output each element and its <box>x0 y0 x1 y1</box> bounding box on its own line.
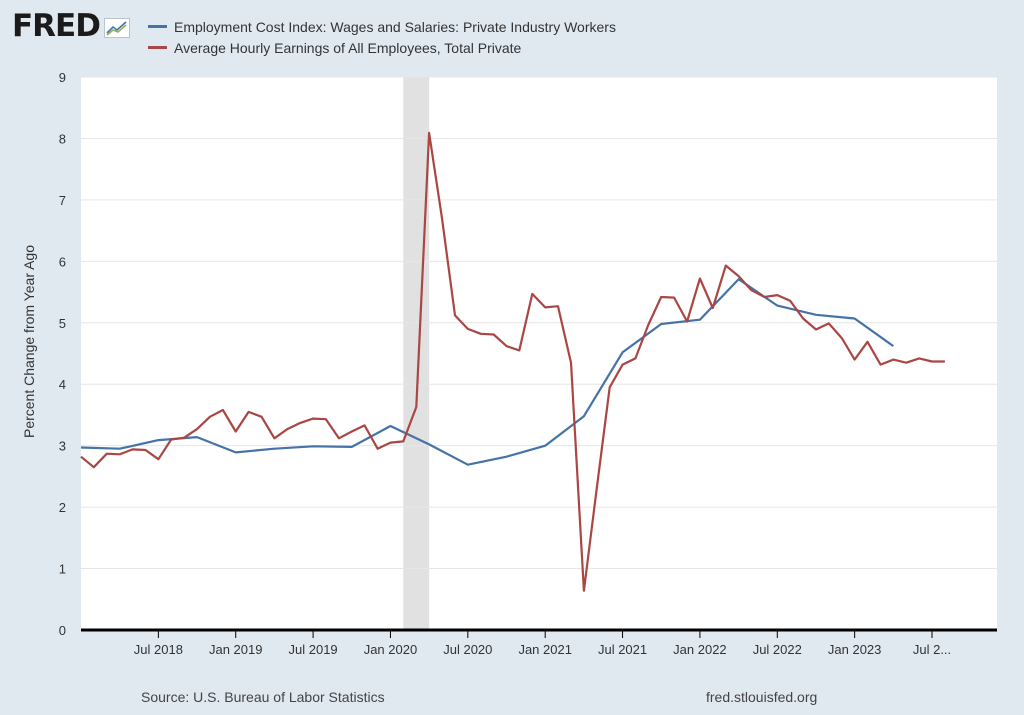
x-tick-label-8: Jul 2022 <box>753 642 802 657</box>
x-tick-label-10: Jul 2... <box>913 642 951 657</box>
legend-label-eci: Employment Cost Index: Wages and Salarie… <box>174 18 616 35</box>
x-tick-label-9: Jan 2023 <box>828 642 882 657</box>
series-line-ahe <box>80 131 945 592</box>
y-tick-label-4: 4 <box>59 377 66 392</box>
logo-text: FRED <box>12 8 101 44</box>
recession-shading-layer <box>403 77 430 630</box>
axes: 0 1 2 3 4 5 6 7 8 9 Jul 2018 Jan 2019 Jul 2019 Jan 20… <box>59 70 997 657</box>
x-tick-label-2: Jul 2019 <box>289 642 338 657</box>
y-tick-label-1: 1 <box>59 562 66 577</box>
source-text: Source: U.S. Bureau of Labor Statistics <box>141 689 385 705</box>
x-tick-label-6: Jul 2021 <box>598 642 647 657</box>
plot-area <box>81 77 997 630</box>
y-tick-label-0: 0 <box>59 623 66 638</box>
legend-item-eci[interactable]: Employment Cost Index: Wages and Salarie… <box>148 16 616 37</box>
y-tick-label-2: 2 <box>59 500 66 515</box>
y-axis-label: Percent Change from Year Ago <box>21 245 37 438</box>
x-tick-label-3: Jan 2020 <box>364 642 418 657</box>
fred-logo[interactable]: FRED <box>12 8 130 44</box>
y-tick-label-8: 8 <box>59 131 66 146</box>
x-tick-label-4: Jul 2020 <box>443 642 492 657</box>
chart-line-icon <box>103 18 130 43</box>
site-link[interactable]: fred.stlouisfed.org <box>706 689 818 705</box>
legend-swatch-eci <box>148 25 167 28</box>
legend-label-ahe: Average Hourly Earnings of All Employees… <box>174 39 522 56</box>
y-tick-label-3: 3 <box>59 439 66 454</box>
legend-item-ahe[interactable]: Average Hourly Earnings of All Employees… <box>148 37 616 58</box>
y-tick-label-9: 9 <box>59 70 66 85</box>
recession-band <box>403 77 430 630</box>
x-tick-label-5: Jan 2021 <box>518 642 572 657</box>
y-tick-label-7: 7 <box>59 193 66 208</box>
series-layer <box>80 131 945 592</box>
x-tick-label-7: Jan 2022 <box>673 642 727 657</box>
gridlines <box>81 76 997 570</box>
y-tick-label-6: 6 <box>59 254 66 269</box>
x-tick-label-1: Jan 2019 <box>209 642 263 657</box>
legend-swatch-ahe <box>148 46 167 49</box>
chart-legend: Employment Cost Index: Wages and Salarie… <box>148 16 616 58</box>
y-tick-label-5: 5 <box>59 316 66 331</box>
x-tick-label-0: Jul 2018 <box>134 642 183 657</box>
